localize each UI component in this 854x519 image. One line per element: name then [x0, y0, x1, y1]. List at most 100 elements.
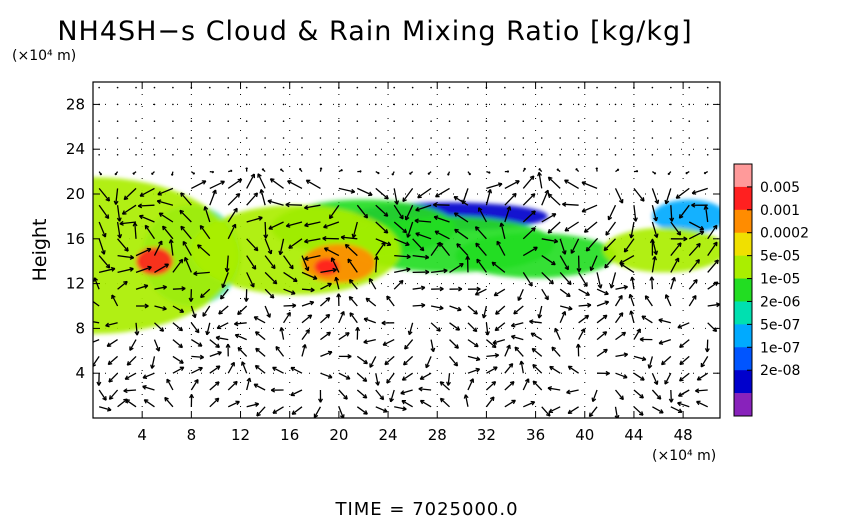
wind-arrow-367: [431, 286, 444, 292]
wind-arrow-263: [338, 353, 352, 359]
wind-arrow-177: [245, 120, 248, 122]
wind-arrow-131: [203, 206, 211, 223]
wind-arrow-653: [675, 187, 690, 199]
wind-arrow-289: [344, 243, 358, 257]
wind-arrow-553: [581, 181, 598, 190]
wind-arrow-75: [153, 154, 156, 156]
wind-arrow-608: [651, 255, 657, 273]
y-tick-label-2: 12: [66, 275, 85, 293]
wind-arrow-600: [652, 406, 664, 414]
wind-arrow-166: [237, 305, 248, 316]
wind-arrow-120: [209, 397, 220, 408]
wind-arrow-103: [191, 354, 205, 360]
wind-arrow-259: [319, 86, 322, 89]
wind-arrow-186: [264, 305, 271, 318]
wind-arrow-227: [301, 287, 315, 293]
wind-arrow-37: [116, 120, 119, 122]
wind-arrow-145: [216, 322, 229, 330]
wind-arrow-548: [596, 272, 603, 289]
wind-arrow-407: [467, 286, 481, 292]
wind-arrow-390: [434, 230, 450, 240]
wind-arrow-443: [504, 344, 511, 357]
wind-arrow-44: [129, 339, 137, 351]
wind-arrow-0: [98, 406, 112, 412]
wind-arrow-310: [375, 238, 392, 247]
wind-arrow-133: [209, 180, 225, 189]
wind-arrow-271: [323, 221, 340, 229]
y-tick-label-3: 16: [66, 230, 85, 248]
wind-arrow-328: [394, 267, 411, 274]
wind-arrow-514: [556, 168, 561, 173]
wind-arrow-150: [227, 223, 237, 240]
wind-arrow-19: [98, 86, 100, 89]
wind-arrow-622: [664, 372, 672, 385]
wind-arrow-55: [135, 154, 137, 156]
wind-arrow-200: [272, 406, 284, 414]
wind-arrow-598: [633, 103, 635, 106]
wind-arrow-52: [121, 204, 137, 215]
wind-arrow-448: [491, 261, 506, 273]
wind-arrow-354: [409, 171, 414, 175]
wind-arrow-494: [538, 168, 543, 173]
wind-arrow-276: [338, 137, 340, 139]
wind-arrow-659: [688, 86, 691, 89]
wind-arrow-337: [393, 120, 396, 122]
wind-arrow-8: [98, 266, 116, 274]
wind-arrow-564: [615, 331, 627, 341]
wind-arrow-107: [188, 289, 194, 302]
wind-arrow-17: [98, 120, 100, 122]
wind-arrow-435: [485, 154, 488, 156]
wind-arrow-282: [356, 372, 368, 382]
wind-arrow-347: [412, 285, 426, 291]
wind-arrow-305: [363, 317, 376, 324]
wind-arrow-296: [356, 137, 359, 139]
wind-arrow-249: [304, 254, 321, 261]
wind-arrow-299: [356, 86, 359, 89]
wind-arrow-237: [301, 120, 303, 122]
wind-arrow-434: [486, 170, 491, 174]
wind-arrow-311: [375, 221, 389, 234]
wind-arrow-458: [504, 103, 506, 106]
wind-arrow-307: [368, 278, 377, 290]
wind-arrow-533: [564, 179, 579, 189]
wind-arrow-545: [596, 314, 608, 324]
wind-arrow-291: [351, 221, 358, 239]
wind-arrow-16: [98, 137, 100, 139]
wind-arrow-265: [338, 310, 345, 324]
wind-arrow-214: [279, 168, 284, 173]
wind-arrow-679: [706, 86, 709, 89]
wind-arrow-9: [98, 255, 111, 269]
wind-arrow-138: [208, 103, 211, 106]
wind-arrow-573: [614, 188, 624, 204]
wind-arrow-287: [348, 279, 358, 290]
wind-arrow-195: [264, 154, 266, 156]
wind-arrow-591: [629, 221, 635, 239]
wind-arrow-605: [641, 315, 653, 324]
wind-arrow-464: [510, 334, 524, 341]
wind-arrow-660: [696, 400, 708, 408]
wind-arrow-358: [411, 103, 414, 106]
wind-arrow-127: [200, 288, 211, 299]
wind-arrow-331: [393, 221, 408, 234]
y-axis: 4 8 12 16 20 24 28: [66, 95, 720, 382]
wind-arrow-492: [541, 189, 550, 206]
wind-arrow-281: [356, 389, 368, 399]
wind-arrow-297: [356, 120, 359, 122]
wind-arrow-392: [432, 202, 450, 208]
wind-arrow-339: [393, 86, 396, 89]
wind-arrow-641: [677, 389, 690, 397]
wind-arrow-346: [412, 302, 426, 308]
colorbar-label-1: 0.001: [760, 203, 800, 219]
wind-arrow-565: [614, 312, 624, 324]
wind-arrow-444: [492, 338, 506, 345]
wind-arrow-262: [338, 372, 351, 380]
y-tick-label-4: 20: [66, 185, 85, 203]
wind-arrow-189: [264, 255, 276, 270]
x-tick-label-9: 40: [575, 426, 594, 444]
wind-arrow-428: [476, 258, 487, 273]
colorbar-label-6: 5e-07: [760, 317, 800, 333]
colorbar-swatch-4: [734, 255, 752, 279]
wind-arrow-266: [336, 293, 342, 307]
wind-arrow-586: [628, 293, 635, 307]
wind-arrow-637: [670, 120, 672, 122]
